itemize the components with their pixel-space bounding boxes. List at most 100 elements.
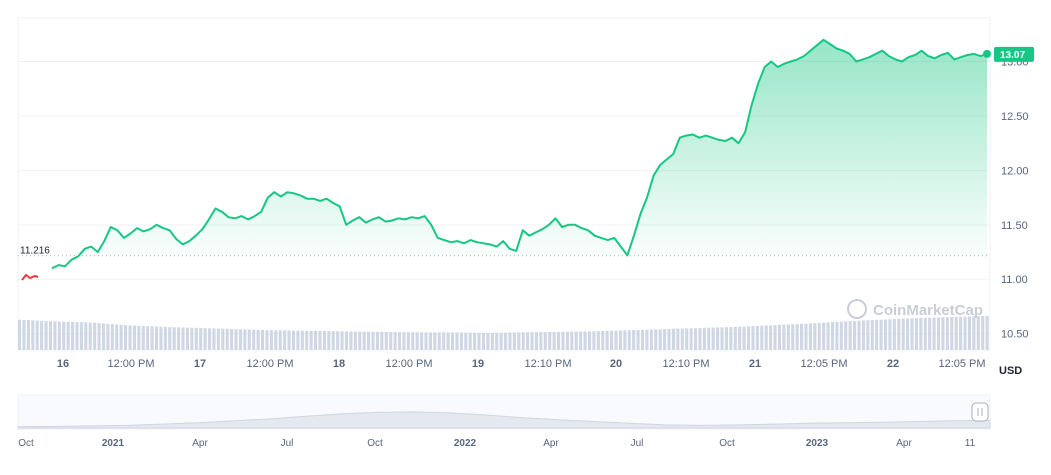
volume-bar xyxy=(517,332,521,350)
volume-bar xyxy=(238,329,243,350)
watermark-logo-icon xyxy=(847,299,867,319)
volume-bar xyxy=(804,323,808,350)
baseline: 11.216 xyxy=(18,246,990,257)
y-tick-label: 11.00 xyxy=(1001,274,1028,286)
volume-bar xyxy=(362,331,366,350)
volume-bar xyxy=(906,318,910,350)
volume-bar xyxy=(331,331,335,350)
navigator-label: Oct xyxy=(18,438,34,449)
volume-bar xyxy=(194,327,198,350)
volume-bar xyxy=(733,326,737,350)
navigator-handle[interactable] xyxy=(971,402,989,422)
volume-bar xyxy=(353,331,357,350)
x-tick-label: 21 xyxy=(749,358,761,370)
volume-bar xyxy=(919,317,923,350)
volume-bar xyxy=(119,324,123,350)
x-tick-label: 12:05 PM xyxy=(938,358,985,370)
volume-bar xyxy=(397,332,402,350)
volume-bar xyxy=(618,330,622,350)
volume-bar xyxy=(822,322,826,350)
x-tick-label: 17 xyxy=(194,358,206,370)
baseline-label: 11.216 xyxy=(20,246,50,257)
volume-bar xyxy=(950,316,954,350)
volume-bar xyxy=(897,318,901,350)
volume-bar xyxy=(150,326,154,350)
volume-bar xyxy=(141,325,145,350)
volume-bar xyxy=(959,316,963,350)
volume-bar xyxy=(972,316,976,350)
volume-bar xyxy=(336,331,340,350)
volume-bar xyxy=(358,331,362,350)
price-area-fill xyxy=(52,39,987,256)
volume-bar xyxy=(640,329,645,350)
price-series-line xyxy=(51,38,988,270)
volume-bar xyxy=(468,332,472,350)
volume-bar xyxy=(844,321,848,350)
volume-bar xyxy=(782,324,786,350)
volume-bar xyxy=(340,331,344,350)
volume-bar xyxy=(88,322,92,350)
volume-bar xyxy=(442,332,446,350)
volume-bar xyxy=(137,325,141,350)
last-price-badge: 13.07 xyxy=(994,46,1034,62)
volume-bar xyxy=(53,321,57,350)
volume-bar xyxy=(44,320,48,350)
volume-bar xyxy=(808,323,812,350)
volume-bar xyxy=(857,320,861,350)
volume-bar xyxy=(548,331,552,350)
volume-bar xyxy=(110,324,114,350)
volume-bar xyxy=(177,327,181,350)
volume-bar xyxy=(879,319,883,350)
volume-bar xyxy=(269,330,273,350)
volume-bar xyxy=(230,329,234,350)
volume-bar xyxy=(755,325,759,350)
volume-bar xyxy=(261,329,265,350)
volume-bar xyxy=(26,320,30,350)
volume-bar xyxy=(941,317,945,350)
volume-bar xyxy=(720,327,724,350)
volume-bar xyxy=(481,332,486,350)
volume-bar xyxy=(839,321,843,350)
volume-bar xyxy=(172,327,176,350)
volume-bar xyxy=(62,321,66,350)
volume-bar xyxy=(976,316,980,350)
volume-bar xyxy=(31,320,35,350)
range-navigator[interactable]: Oct 2021 Apr Jul Oct 2022 Apr Jul Oct 2023 Apr 11 xyxy=(17,394,991,449)
volume-bar xyxy=(344,331,349,350)
price-area xyxy=(52,39,987,256)
volume-bar xyxy=(870,320,874,350)
volume-bar xyxy=(168,327,172,350)
x-tick-label: 12:00 PM xyxy=(246,358,293,370)
volume-bar xyxy=(375,331,379,350)
volume-bar xyxy=(685,328,689,350)
volume-bar xyxy=(79,322,83,350)
navigator-label: Jul xyxy=(281,438,294,449)
volume-bar xyxy=(18,319,22,350)
volume-bar xyxy=(411,332,415,350)
volume-bar xyxy=(853,320,857,350)
volume-bar xyxy=(667,328,671,350)
volume-bar xyxy=(84,322,88,350)
volume-bar xyxy=(93,322,97,350)
navigator-label: Apr xyxy=(543,438,559,449)
volume-bar xyxy=(826,322,830,350)
volume-bar xyxy=(367,331,371,350)
volume-bar xyxy=(415,332,419,350)
volume-bar xyxy=(967,316,972,350)
volume-bar xyxy=(300,330,304,350)
volume-bar xyxy=(101,323,106,350)
volume-bar xyxy=(455,332,459,350)
volume-bars xyxy=(18,315,989,350)
x-tick-label: 12:00 PM xyxy=(385,358,432,370)
volume-bar xyxy=(800,323,804,350)
volume-bar xyxy=(512,332,516,350)
volume-bar xyxy=(190,327,194,350)
volume-bar xyxy=(751,326,755,350)
navigator-area xyxy=(17,411,991,429)
volume-bar xyxy=(830,322,835,350)
volume-bar xyxy=(106,323,110,350)
volume-bar xyxy=(181,327,185,350)
volume-bar xyxy=(565,331,569,350)
